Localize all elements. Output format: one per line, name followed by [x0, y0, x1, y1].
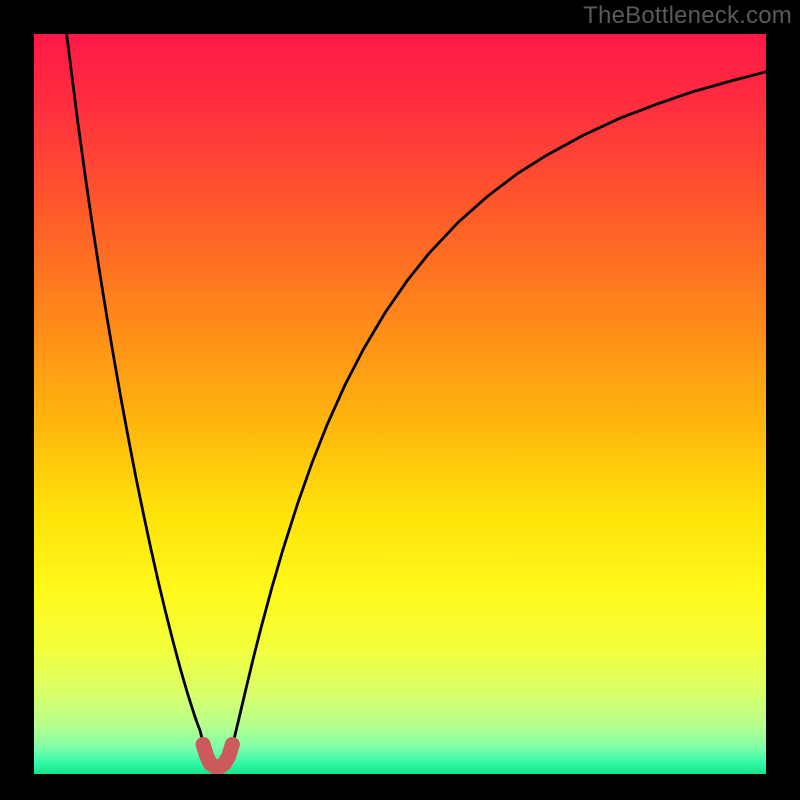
- bottleneck-chart: [0, 0, 800, 800]
- watermark-text: TheBottleneck.com: [583, 2, 792, 30]
- chart-container: TheBottleneck.com: [0, 0, 800, 800]
- plot-background: [34, 34, 766, 774]
